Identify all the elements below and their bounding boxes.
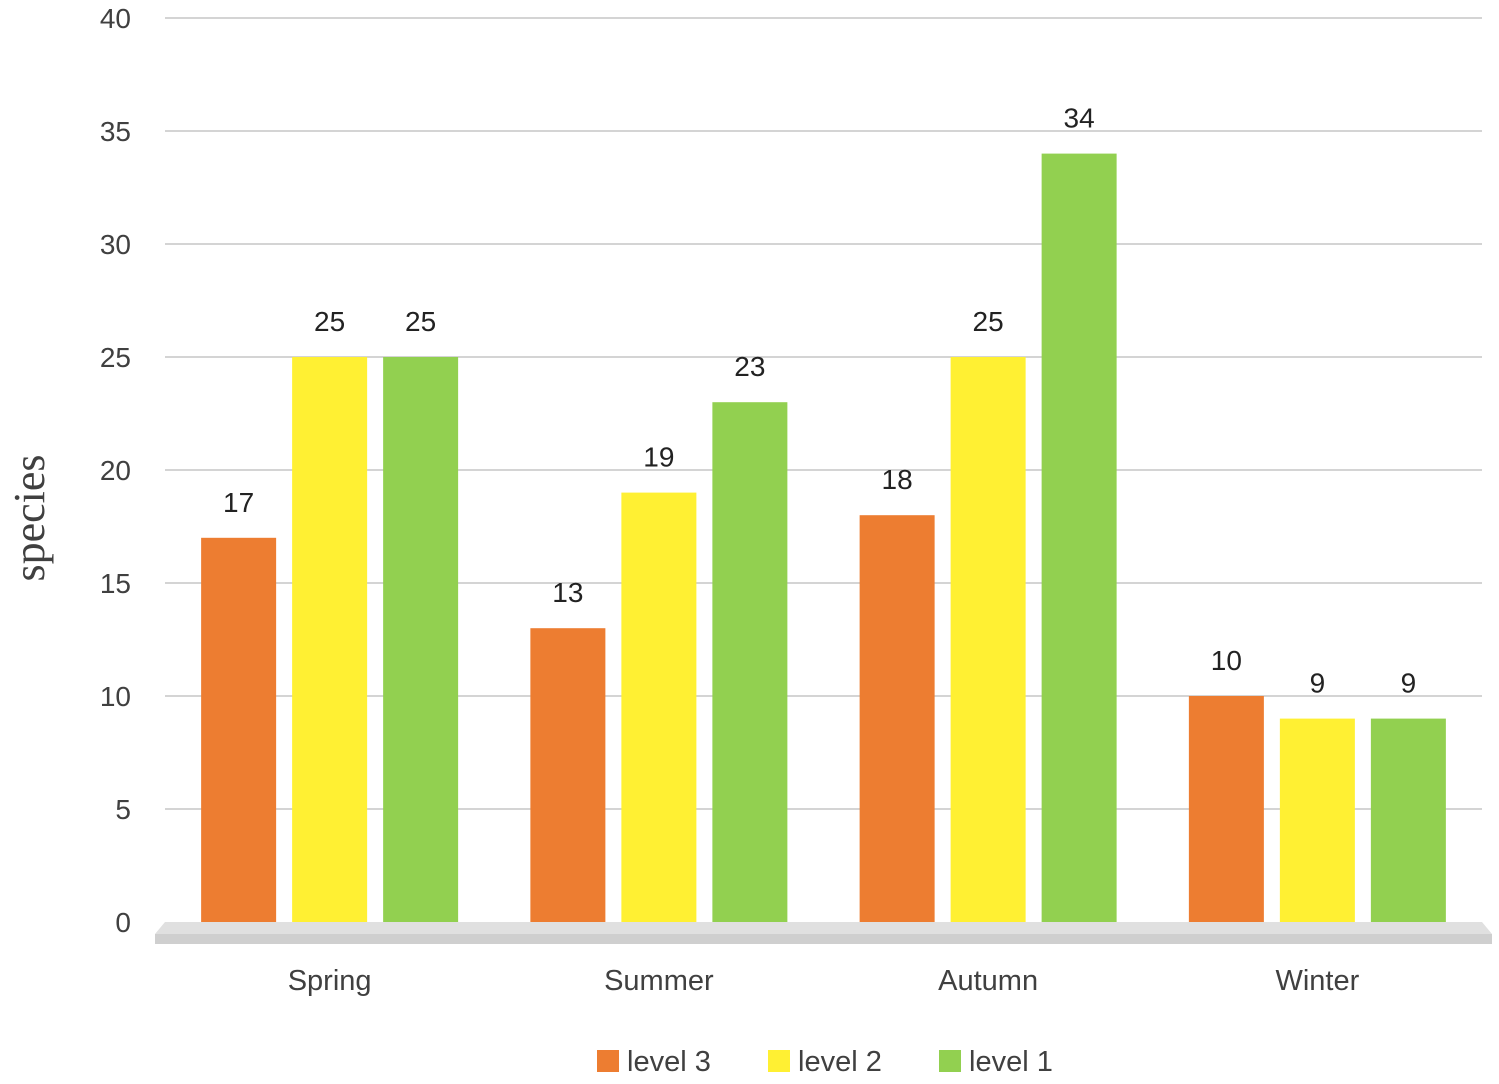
legend-label: level 2 bbox=[798, 1046, 882, 1078]
legend-swatch bbox=[768, 1050, 790, 1072]
bar bbox=[292, 357, 368, 922]
legend: level 3 level 2 level 1 bbox=[597, 1046, 1053, 1078]
data-label: 18 bbox=[882, 464, 913, 495]
data-label: 19 bbox=[643, 442, 674, 473]
bar bbox=[1188, 696, 1264, 922]
y-tick-label: 25 bbox=[100, 342, 131, 373]
bar bbox=[1279, 718, 1355, 922]
y-axis-label: species bbox=[5, 454, 54, 581]
y-tick-label: 15 bbox=[100, 568, 131, 599]
data-label: 23 bbox=[734, 351, 765, 382]
floor-top bbox=[155, 922, 1492, 934]
bar bbox=[1041, 153, 1117, 923]
legend-label: level 1 bbox=[969, 1046, 1053, 1078]
x-category-label: Spring bbox=[288, 965, 372, 997]
bar bbox=[1370, 718, 1446, 922]
y-axis-ticks: 0 5 10 15 20 25 30 35 40 bbox=[100, 3, 131, 938]
x-axis-categories: Spring Summer Autumn Winter bbox=[288, 965, 1360, 997]
y-tick-label: 5 bbox=[115, 794, 131, 825]
bar bbox=[712, 402, 788, 922]
bar bbox=[201, 537, 277, 922]
data-label: 13 bbox=[552, 577, 583, 608]
bar bbox=[859, 515, 935, 922]
y-tick-label: 20 bbox=[100, 455, 131, 486]
legend-swatch bbox=[939, 1050, 961, 1072]
y-tick-label: 0 bbox=[115, 907, 131, 938]
data-label: 9 bbox=[1401, 668, 1417, 699]
bar bbox=[383, 357, 459, 922]
data-label: 25 bbox=[973, 306, 1004, 337]
y-tick-label: 10 bbox=[100, 681, 131, 712]
data-label: 17 bbox=[223, 487, 254, 518]
x-category-label: Autumn bbox=[938, 965, 1038, 997]
data-label: 25 bbox=[314, 306, 345, 337]
data-labels: 17 25 25 13 19 23 18 25 34 10 9 9 bbox=[223, 103, 1416, 699]
legend-label: level 3 bbox=[627, 1046, 711, 1078]
data-label: 9 bbox=[1310, 668, 1326, 699]
x-category-label: Summer bbox=[604, 965, 714, 997]
bars bbox=[201, 153, 1446, 923]
bar bbox=[950, 357, 1026, 922]
x-category-label: Winter bbox=[1275, 965, 1359, 997]
bar bbox=[530, 628, 606, 922]
legend-swatch bbox=[597, 1050, 619, 1072]
floor-edge bbox=[155, 934, 1492, 944]
y-tick-label: 35 bbox=[100, 116, 131, 147]
data-label: 10 bbox=[1211, 645, 1242, 676]
chart-floor bbox=[155, 922, 1492, 944]
y-tick-label: 30 bbox=[100, 229, 131, 260]
data-label: 25 bbox=[405, 306, 436, 337]
data-label: 34 bbox=[1064, 103, 1095, 134]
y-tick-label: 40 bbox=[100, 3, 131, 34]
bar bbox=[621, 492, 697, 922]
